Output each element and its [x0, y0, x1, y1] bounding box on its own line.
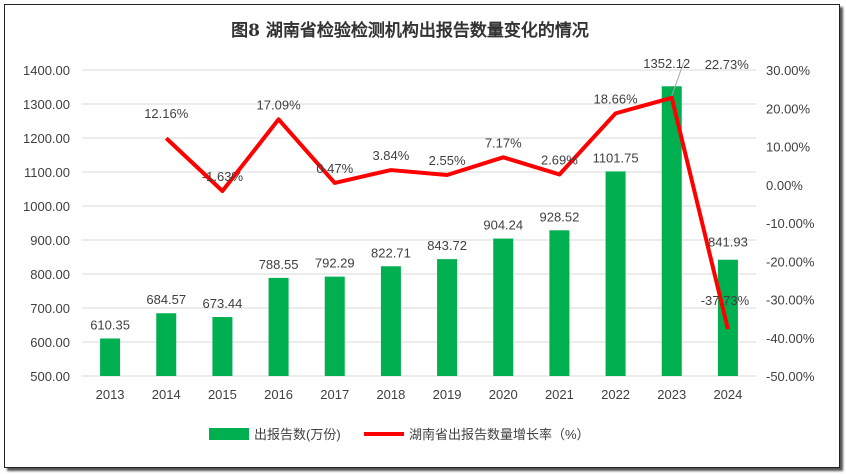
bar: [605, 171, 626, 376]
right-axis-tick-label: -20.00%: [766, 254, 815, 269]
left-axis-tick-label: 1100.00: [24, 165, 70, 180]
bar-data-label: 1101.75: [593, 150, 639, 165]
legend-line-label: 湖南省出报告数量增长率（%）: [409, 427, 590, 442]
line-data-label: 18.66%: [594, 91, 639, 106]
x-axis-tick-label: 2015: [208, 387, 237, 402]
growth-line: [164, 95, 730, 330]
x-axis-tick-label: 2014: [152, 387, 181, 402]
left-axis-tick-label: 1200.00: [23, 131, 70, 146]
right-axis-tick-label: 0.00%: [766, 178, 803, 193]
bar-data-label: 1352.12: [643, 56, 690, 71]
bar: [661, 86, 682, 376]
x-axis-tick-label: 2021: [545, 387, 574, 402]
line-data-label: 2.69%: [541, 152, 578, 167]
bar: [268, 277, 289, 376]
bar-data-label: 822.71: [371, 245, 411, 260]
bar-data-label: 673.44: [203, 296, 243, 311]
bar-data-label: 792.29: [315, 256, 355, 271]
bar: [100, 338, 121, 376]
x-axis-tick-label: 2024: [713, 387, 742, 402]
bar: [324, 276, 345, 376]
right-axis-tick-label: -40.00%: [766, 331, 815, 346]
line-data-label: 3.84%: [372, 148, 409, 163]
left-axis-tick-label: 1000.00: [23, 199, 70, 214]
left-axis-tick-label: 700.00: [30, 301, 70, 316]
chart-title: 图8 湖南省检验检测机构出报告数量变化的情况: [231, 20, 589, 41]
bar-data-label: 841.93: [708, 235, 748, 250]
left-axis-tick-label: 1300.00: [23, 97, 70, 112]
bar: [717, 259, 738, 376]
left-axis-tick-label: 900.00: [30, 233, 70, 248]
left-axis-tick-label: 600.00: [30, 335, 70, 350]
right-axis-tick-label: -30.00%: [766, 293, 815, 308]
legend-bar-swatch: [209, 428, 249, 440]
x-axis-tick-label: 2017: [320, 387, 349, 402]
bar-data-label: 788.55: [259, 257, 299, 272]
bar: [437, 259, 458, 376]
legend-bar-label: 出报告数(万份): [254, 427, 341, 442]
left-axis-tick-label: 1400.00: [23, 63, 70, 78]
bar: [549, 230, 570, 376]
x-axis-tick-label: 2016: [264, 387, 293, 402]
line-data-label: 7.17%: [485, 135, 522, 150]
line-data-label: 22.73%: [705, 57, 750, 72]
left-axis-tick-label: 500.00: [30, 369, 70, 384]
x-axis-tick-label: 2020: [489, 387, 518, 402]
x-axis-tick-label: 2023: [657, 387, 686, 402]
line-data-label: 17.09%: [257, 97, 302, 112]
x-axis-tick-label: 2018: [376, 387, 405, 402]
x-axis-tick-label: 2022: [601, 387, 630, 402]
bar-data-label: 684.57: [146, 292, 186, 307]
leader-line: [671, 61, 685, 96]
bar: [493, 238, 514, 376]
line-data-label: 0.47%: [316, 161, 353, 176]
line-data-label: 2.55%: [429, 153, 466, 168]
x-axis-tick-label: 2013: [96, 387, 125, 402]
right-axis-tick-label: -10.00%: [766, 216, 815, 231]
line-data-label: -37.73%: [701, 293, 750, 308]
bar-data-label: 843.72: [427, 238, 467, 253]
right-axis-tick-label: 20.00%: [766, 101, 811, 116]
chart-frame: [4, 4, 840, 468]
line-data-label: -1.63%: [202, 169, 244, 184]
x-axis-tick-label: 2019: [433, 387, 462, 402]
bar-data-label: 928.52: [540, 209, 580, 224]
bar-data-label: 904.24: [483, 218, 523, 233]
right-axis-tick-label: 10.00%: [766, 140, 811, 155]
right-axis-tick-label: -50.00%: [766, 369, 815, 384]
bar-data-label: 610.35: [90, 317, 130, 332]
bar: [212, 317, 233, 376]
right-axis-tick-label: 30.00%: [766, 63, 811, 78]
bar: [156, 313, 177, 376]
line-data-label: 12.16%: [144, 106, 189, 121]
bar: [380, 266, 401, 376]
left-axis-tick-label: 800.00: [30, 267, 70, 282]
